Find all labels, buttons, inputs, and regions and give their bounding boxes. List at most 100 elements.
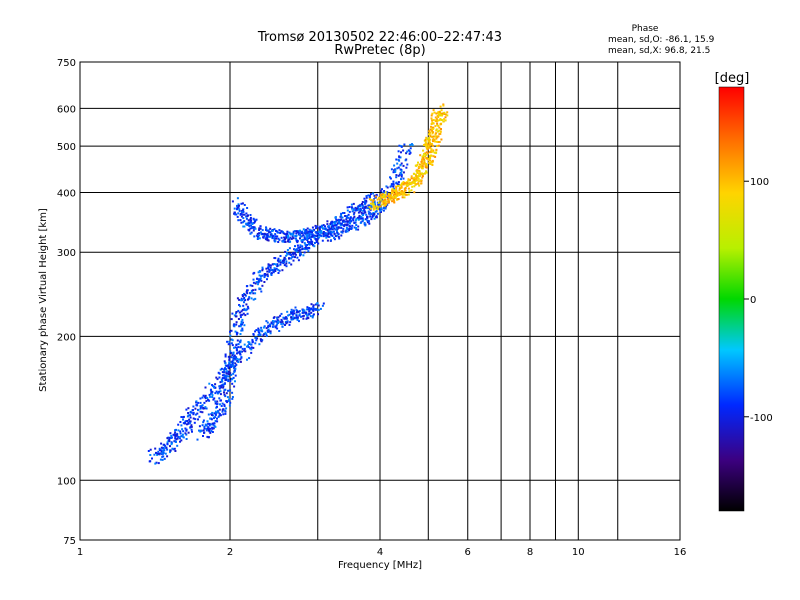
data-point-x [395,188,398,191]
data-point-o [409,151,412,154]
data-point-o [216,378,219,381]
data-point-o [241,327,244,330]
data-point-x [424,141,427,144]
data-point-o [295,248,298,251]
data-point-o [353,222,356,224]
data-point-o [208,382,211,385]
data-point-o [303,251,306,254]
data-point-o [368,195,371,197]
data-point-o [369,213,372,216]
data-point-o [154,447,157,450]
data-point-o [303,232,306,235]
data-point-o [411,144,414,146]
data-point-o [318,228,321,231]
data-point-o [239,353,242,356]
data-point-o [192,417,195,420]
data-point-o [220,367,223,370]
data-point-o [261,269,264,272]
data-point-o [302,234,305,237]
data-point-o [259,225,262,228]
data-point-o [199,397,202,400]
data-point-o [347,216,350,219]
data-point-o [172,448,175,451]
data-point-o [233,212,236,215]
data-point-o [282,232,285,235]
data-point-o [310,233,313,236]
data-point-o [355,228,358,231]
data-point-o [228,357,231,360]
data-point-x [373,206,376,209]
data-point-x [432,135,435,138]
data-point-o [311,229,314,232]
data-point-o [321,304,324,307]
data-point-x [438,141,441,143]
data-point-o [385,185,388,188]
data-point-o [199,429,202,432]
data-point-o [364,211,367,214]
data-point-o [269,231,272,234]
data-point-o [292,237,295,240]
data-point-o [242,221,245,224]
data-point-o [235,311,238,314]
data-point-o [194,407,197,410]
data-point-o [279,259,282,262]
data-point-o [258,232,261,235]
data-point-o [282,322,285,325]
data-point-x [411,181,414,184]
data-point-o [299,235,302,238]
data-point-o [278,229,281,232]
data-point-o [215,412,218,415]
data-point-o [352,213,355,216]
data-point-x [389,194,392,197]
data-point-o [260,290,263,293]
data-point-o [255,234,258,237]
data-point-o [187,421,190,424]
data-point-x [423,144,426,146]
data-point-o [196,412,199,415]
data-point-o [220,384,223,387]
data-point-o [321,226,324,229]
x-tick-label: 16 [674,547,687,558]
data-point-o [181,435,184,438]
data-point-x [397,192,400,195]
data-point-o [290,257,293,260]
data-point-o [373,194,376,197]
data-point-o [186,415,189,418]
data-point-o [356,209,359,212]
data-point-x [431,132,434,135]
data-point-x [429,159,432,162]
data-point-o [287,234,290,237]
data-point-o [284,237,287,240]
data-point-o [296,256,299,259]
data-point-o [224,362,227,365]
data-point-o [272,269,275,272]
data-point-o [261,274,264,277]
data-point-o [362,212,365,215]
data-point-o [346,230,349,233]
data-point-o [295,230,298,233]
data-point-o [348,219,351,221]
data-point-o [233,325,236,328]
data-point-o [214,416,217,419]
data-point-o [397,150,400,153]
data-point-o [236,297,239,300]
data-point-o [288,323,291,326]
data-point-o [265,233,267,236]
y-tick-label: 500 [57,142,76,153]
data-point-o [194,413,197,416]
data-point-o [355,224,358,226]
data-point-o [284,258,287,261]
data-point-o [351,224,354,227]
data-point-o [225,364,228,367]
data-point-o [234,358,237,361]
data-point-x [372,200,374,203]
data-point-o [303,242,306,245]
data-point-o [278,269,281,272]
data-point-o [275,237,278,240]
data-point-o [352,217,355,220]
data-point-o [163,447,166,450]
data-point-x [433,135,436,138]
data-point-o [352,202,355,205]
data-point-o [226,370,228,373]
